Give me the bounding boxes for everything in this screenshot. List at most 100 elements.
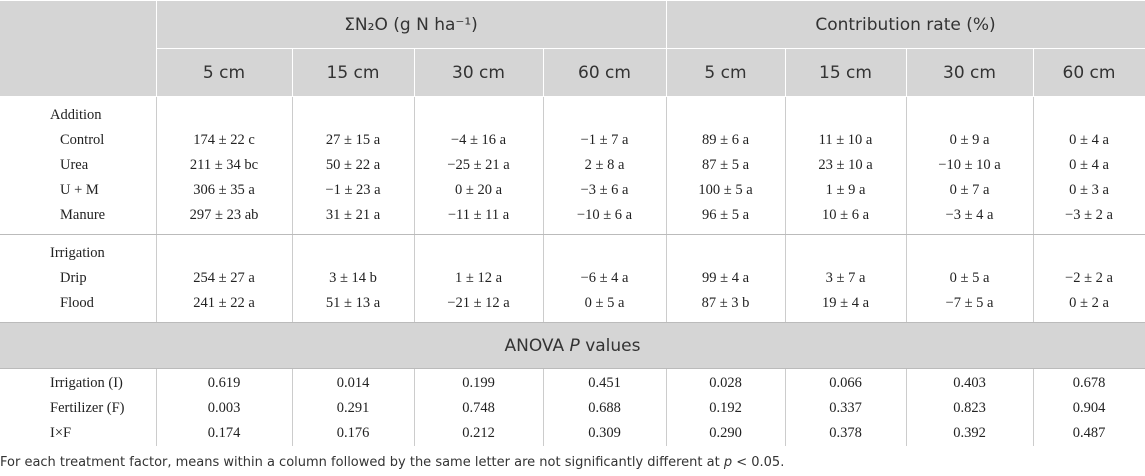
table-cell: 0.748 [413,396,544,421]
table-row: Addition [0,96,1145,128]
column-header: 30 cm [905,48,1034,97]
table-cell: 0.451 [542,368,667,396]
table-cell: 0.309 [542,421,667,446]
footnote-text: < 0.05. [736,455,785,470]
table-cell [291,234,415,266]
table-cell [1032,96,1145,128]
table-cell: 27 ± 15 a [291,128,415,153]
table-cell: 87 ± 3 b [665,291,786,323]
footnote: For each treatment factor, means within … [0,455,784,470]
row-label: Urea [0,153,157,178]
table-cell: −25 ± 21 a [413,153,544,178]
table-cell: 3 ± 7 a [784,266,907,291]
table-cell: 89 ± 6 a [665,128,786,153]
table-cell: −3 ± 4 a [905,203,1034,235]
table-cell: −3 ± 6 a [542,178,667,203]
table-cell [665,96,786,128]
table-cell: 31 ± 21 a [291,203,415,235]
row-label: Drip [0,266,157,291]
table-cell: 254 ± 27 a [155,266,293,291]
table-cell: 3 ± 14 b [291,266,415,291]
table-cell [413,234,544,266]
table-cell [905,96,1034,128]
table-cell: 0.487 [1032,421,1145,446]
row-label: Manure [0,203,157,235]
anova-title: ANOVA P values [0,322,1145,369]
table-cell: 0 ± 4 a [1032,153,1145,178]
table-row: Fertilizer (F) 0.003 0.291 0.748 0.688 0.192 0… [0,396,1145,421]
column-header: 30 cm [413,48,544,97]
table-cell: 306 ± 35 a [155,178,293,203]
table-cell: −1 ± 7 a [542,128,667,153]
table-cell: 0.199 [413,368,544,396]
table-cell: 50 ± 22 a [291,153,415,178]
footnote-italic: p [723,455,733,470]
table-cell: 0 ± 3 a [1032,178,1145,203]
table-cell: 0.014 [291,368,415,396]
table-cell: 0 ± 5 a [542,291,667,323]
table-cell: 0 ± 5 a [905,266,1034,291]
header-row: ΣN₂O (g N ha⁻¹) Contribution rate (%) [0,0,1145,97]
anova-title-row: ANOVA P values [0,322,1145,369]
table-row: Manure 297 ± 23 ab 31 ± 21 a −11 ± 11 a −10 … [0,203,1145,235]
row-label: U + M [0,178,157,203]
table-cell: 87 ± 5 a [665,153,786,178]
table-cell: 0.028 [665,368,786,396]
column-header: 15 cm [784,48,907,97]
table-cell: 0.678 [1032,368,1145,396]
table-cell: 0.192 [665,396,786,421]
table-cell: 10 ± 6 a [784,203,907,235]
table-cell: −2 ± 2 a [1032,266,1145,291]
table-cell [784,96,907,128]
table-cell [413,96,544,128]
row-label: Control [0,128,157,153]
row-label: Irrigation [0,234,157,266]
table-cell: −1 ± 23 a [291,178,415,203]
table-cell: 1 ± 12 a [413,266,544,291]
anova-title-text: ANOVA [504,335,565,356]
table-cell: 0.066 [784,368,907,396]
table-cell: 241 ± 22 a [155,291,293,323]
table-cell [1032,234,1145,266]
table-cell: 0.291 [291,396,415,421]
table-cell: 99 ± 4 a [665,266,786,291]
group-header: ΣN₂O (g N ha⁻¹) [155,0,667,49]
table-cell: 0.212 [413,421,544,446]
group-header: Contribution rate (%) [665,0,1145,49]
row-label: I×F [0,421,157,446]
column-header: 5 cm [665,48,786,97]
table-cell: 0.904 [1032,396,1145,421]
table-cell: −10 ± 6 a [542,203,667,235]
table-cell: 0.003 [155,396,293,421]
table-cell: −3 ± 2 a [1032,203,1145,235]
table-cell: 23 ± 10 a [784,153,907,178]
table-row: Control 174 ± 22 c 27 ± 15 a −4 ± 16 a −1 ± … [0,128,1145,153]
table-cell: 19 ± 4 a [784,291,907,323]
table-cell: 0.290 [665,421,786,446]
corner-cell [0,0,157,97]
table-row: Irrigation (I) 0.619 0.014 0.199 0.451 0.028 0… [0,368,1145,396]
table-cell: 0.392 [905,421,1034,446]
table-cell: 0 ± 20 a [413,178,544,203]
table-cell: −7 ± 5 a [905,291,1034,323]
table-cell: 51 ± 13 a [291,291,415,323]
table-cell: 174 ± 22 c [155,128,293,153]
table-cell: 0.176 [291,421,415,446]
column-header: 5 cm [155,48,293,97]
table-cell [784,234,907,266]
row-label: Flood [0,291,157,323]
table-cell: 0 ± 4 a [1032,128,1145,153]
header-row: 5 cm 15 cm 30 cm 60 cm 5 cm 15 cm 30 cm 60 cm [0,48,1145,97]
table-cell: 0 ± 2 a [1032,291,1145,323]
table-cell: 0.378 [784,421,907,446]
table-cell: −4 ± 16 a [413,128,544,153]
table-cell: 0.823 [905,396,1034,421]
column-header: 15 cm [291,48,415,97]
table-cell: −6 ± 4 a [542,266,667,291]
row-label: Addition [0,96,157,128]
